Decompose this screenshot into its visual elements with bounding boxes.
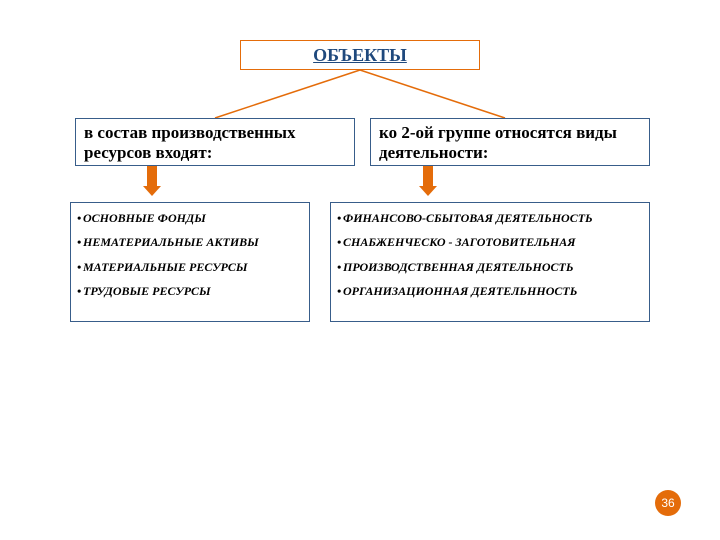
list-item: •ОСНОВНЫЕ ФОНДЫ — [77, 211, 303, 225]
list-item: •ТРУДОВЫЕ РЕСУРСЫ — [77, 284, 303, 298]
title-text: ОБЪЕКТЫ — [313, 45, 407, 65]
down-arrow-left — [143, 166, 161, 196]
list-item-text: ОРГАНИЗАЦИОННАЯ ДЕЯТЕЛЬННОСТЬ — [343, 284, 577, 298]
left-label-text: в состав производственных ресурсов входя… — [84, 123, 296, 162]
list-item-text: МАТЕРИАЛЬНЫЕ РЕСУРСЫ — [83, 260, 248, 274]
list-item: •ФИНАНСОВО-СБЫТОВАЯ ДЕЯТЕЛЬНОСТЬ — [337, 211, 643, 225]
branch-right-line — [360, 70, 505, 118]
list-item-text: ОСНОВНЫЕ ФОНДЫ — [83, 211, 206, 225]
list-item: •ОРГАНИЗАЦИОННАЯ ДЕЯТЕЛЬННОСТЬ — [337, 284, 643, 298]
list-item-text: ТРУДОВЫЕ РЕСУРСЫ — [83, 284, 211, 298]
list-item: •СНАБЖЕНЧЕСКО - ЗАГОТОВИТЕЛЬНАЯ — [337, 235, 643, 249]
title-box: ОБЪЕКТЫ — [240, 40, 480, 70]
right-label-text: ко 2-ой группе относятся виды деятельнос… — [379, 123, 617, 162]
list-item: •НЕМАТЕРИАЛЬНЫЕ АКТИВЫ — [77, 235, 303, 249]
down-arrow-right-head — [419, 186, 437, 196]
left-label-box: в состав производственных ресурсов входя… — [75, 118, 355, 166]
right-label-box: ко 2-ой группе относятся виды деятельнос… — [370, 118, 650, 166]
right-list-box: •ФИНАНСОВО-СБЫТОВАЯ ДЕЯТЕЛЬНОСТЬ •СНАБЖЕ… — [330, 202, 650, 322]
branch-left-line — [215, 70, 360, 118]
list-item: •МАТЕРИАЛЬНЫЕ РЕСУРСЫ — [77, 260, 303, 274]
down-arrow-left-shaft — [147, 166, 157, 186]
down-arrow-left-head — [143, 186, 161, 196]
left-list-box: •ОСНОВНЫЕ ФОНДЫ •НЕМАТЕРИАЛЬНЫЕ АКТИВЫ •… — [70, 202, 310, 322]
list-item: •ПРОИЗВОДСТВЕННАЯ ДЕЯТЕЛЬНОСТЬ — [337, 260, 643, 274]
down-arrow-right — [419, 166, 437, 196]
list-item-text: НЕМАТЕРИАЛЬНЫЕ АКТИВЫ — [83, 235, 259, 249]
list-item-text: СНАБЖЕНЧЕСКО - ЗАГОТОВИТЕЛЬНАЯ — [343, 235, 576, 249]
list-item-text: ФИНАНСОВО-СБЫТОВАЯ ДЕЯТЕЛЬНОСТЬ — [343, 211, 593, 225]
page-number-text: 36 — [661, 496, 674, 510]
branch-lines — [215, 70, 505, 118]
page-number-badge: 36 — [655, 490, 681, 516]
list-item-text: ПРОИЗВОДСТВЕННАЯ ДЕЯТЕЛЬНОСТЬ — [343, 260, 573, 274]
down-arrow-right-shaft — [423, 166, 433, 186]
